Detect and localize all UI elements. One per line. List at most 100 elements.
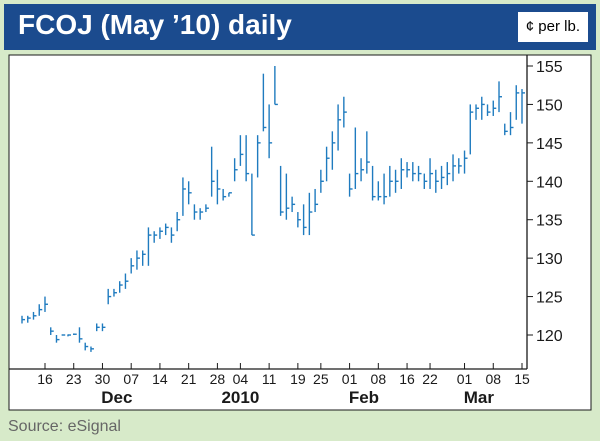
ohlc-bar bbox=[498, 81, 503, 113]
ohlc-bar bbox=[130, 258, 135, 274]
ohlc-bar bbox=[32, 311, 37, 320]
ohlc-bar bbox=[446, 162, 451, 186]
y-tick-label: 125 bbox=[536, 290, 563, 307]
ohlc-bar bbox=[521, 89, 525, 124]
ohlc-bar bbox=[199, 208, 204, 220]
x-tick-label: 25 bbox=[313, 371, 329, 387]
ohlc-bar bbox=[38, 304, 43, 316]
y-tick-label: 145 bbox=[536, 136, 563, 153]
ohlc-bar bbox=[291, 196, 296, 213]
ohlc-bar bbox=[337, 104, 342, 151]
x-group-label: Feb bbox=[349, 388, 379, 407]
ohlc-bar bbox=[469, 104, 474, 155]
ohlc-bar bbox=[73, 333, 77, 335]
y-tick-label: 130 bbox=[536, 251, 563, 268]
y-tick-label: 135 bbox=[536, 213, 563, 230]
x-tick-label: 16 bbox=[37, 371, 53, 387]
ohlc-bar bbox=[193, 204, 198, 220]
ohlc-bar bbox=[297, 212, 301, 228]
ohlc-bar bbox=[61, 334, 66, 336]
ohlc-bar bbox=[314, 188, 319, 213]
ohlc-bar bbox=[440, 165, 445, 189]
ohlc-bar bbox=[136, 250, 140, 270]
ohlc-bar bbox=[343, 96, 347, 128]
x-group-label: Mar bbox=[464, 388, 495, 407]
ohlc-bar bbox=[320, 169, 324, 193]
ohlc-bar bbox=[124, 273, 129, 289]
ohlc-bar bbox=[417, 165, 422, 182]
plot-frame bbox=[8, 54, 592, 411]
ohlc-bar bbox=[233, 158, 238, 182]
ohlc-bar bbox=[50, 327, 54, 335]
ohlc-bar bbox=[515, 85, 520, 120]
ohlc-bar bbox=[331, 131, 336, 170]
ohlc-bar bbox=[170, 227, 175, 243]
ohlc-bar bbox=[245, 135, 250, 182]
ohlc-bar bbox=[412, 162, 416, 182]
ohlc-bar bbox=[486, 104, 491, 116]
x-tick-label: 01 bbox=[457, 371, 473, 387]
x-tick-label: 15 bbox=[514, 371, 530, 387]
ohlc-bar bbox=[325, 146, 330, 182]
x-tick-label: 11 bbox=[262, 371, 277, 387]
ohlc-bar bbox=[458, 158, 462, 174]
ohlc-bar bbox=[176, 212, 181, 232]
ohlc-bar bbox=[463, 150, 468, 174]
ohlc-bar bbox=[107, 288, 112, 305]
ohlc-bar bbox=[400, 158, 405, 189]
chart-title: FCOJ (May ’10) daily bbox=[18, 9, 292, 40]
ohlc-bar bbox=[67, 334, 71, 337]
ohlc-bar bbox=[475, 104, 480, 120]
x-tick-label: 01 bbox=[342, 371, 358, 387]
ohlc-bar bbox=[141, 250, 146, 266]
ohlc-bars bbox=[21, 66, 525, 352]
ohlc-bar bbox=[509, 112, 514, 136]
ohlc-bar bbox=[504, 123, 508, 136]
x-tick-label: 19 bbox=[290, 371, 306, 387]
ohlc-bar bbox=[274, 66, 278, 106]
ohlc-bar bbox=[383, 173, 388, 205]
x-tick-label: 21 bbox=[181, 371, 197, 387]
y-tick-label: 150 bbox=[536, 97, 563, 114]
ohlc-bar bbox=[262, 73, 267, 132]
ohlc-bar bbox=[164, 223, 169, 236]
x-tick-label: 28 bbox=[210, 371, 226, 387]
ohlc-bar bbox=[389, 165, 393, 197]
x-tick-label: 08 bbox=[371, 371, 387, 387]
x-tick-label: 22 bbox=[422, 371, 438, 387]
ohlc-bar bbox=[101, 323, 106, 332]
x-tick-label: 16 bbox=[399, 371, 415, 387]
ohlc-bar bbox=[239, 135, 244, 166]
ohlc-bar bbox=[302, 204, 307, 236]
axis-labels: 120 125 130 135 140 145 150 155 16 23 30 07 14 21 28 04… bbox=[37, 59, 563, 407]
ohlc-bar bbox=[153, 231, 158, 243]
ohlc-bar bbox=[210, 146, 215, 197]
ohlc-bar bbox=[55, 335, 60, 343]
ohlc-bar bbox=[279, 165, 284, 216]
y-tick-label: 140 bbox=[536, 174, 563, 191]
ohlc-bar bbox=[228, 192, 232, 197]
x-tick-label: 08 bbox=[485, 371, 501, 387]
ohlc-bar bbox=[268, 104, 273, 159]
ohlc-bar bbox=[371, 165, 376, 201]
ohlc-bar bbox=[27, 315, 31, 323]
y-tick-label: 120 bbox=[536, 328, 563, 345]
ohlc-bar bbox=[348, 173, 353, 197]
ohlc-bar bbox=[377, 181, 382, 201]
ohlc-bar bbox=[452, 154, 457, 182]
ohlc-bar bbox=[78, 327, 83, 343]
ohlc-bar bbox=[360, 158, 365, 182]
ohlc-bar bbox=[308, 192, 313, 236]
x-tick-label: 04 bbox=[233, 371, 249, 387]
ohlc-bar bbox=[84, 342, 89, 351]
ohlc-bar bbox=[256, 135, 261, 178]
ohlc-bar bbox=[429, 158, 434, 189]
ohlc-bar bbox=[406, 162, 411, 178]
x-tick-label: 30 bbox=[95, 371, 111, 387]
ohlc-bar bbox=[285, 173, 290, 220]
x-tick-label: 23 bbox=[66, 371, 82, 387]
y-tick-label: 155 bbox=[536, 59, 563, 76]
source-note: Source: eSignal bbox=[8, 418, 121, 435]
x-group-label: Dec bbox=[101, 388, 132, 407]
